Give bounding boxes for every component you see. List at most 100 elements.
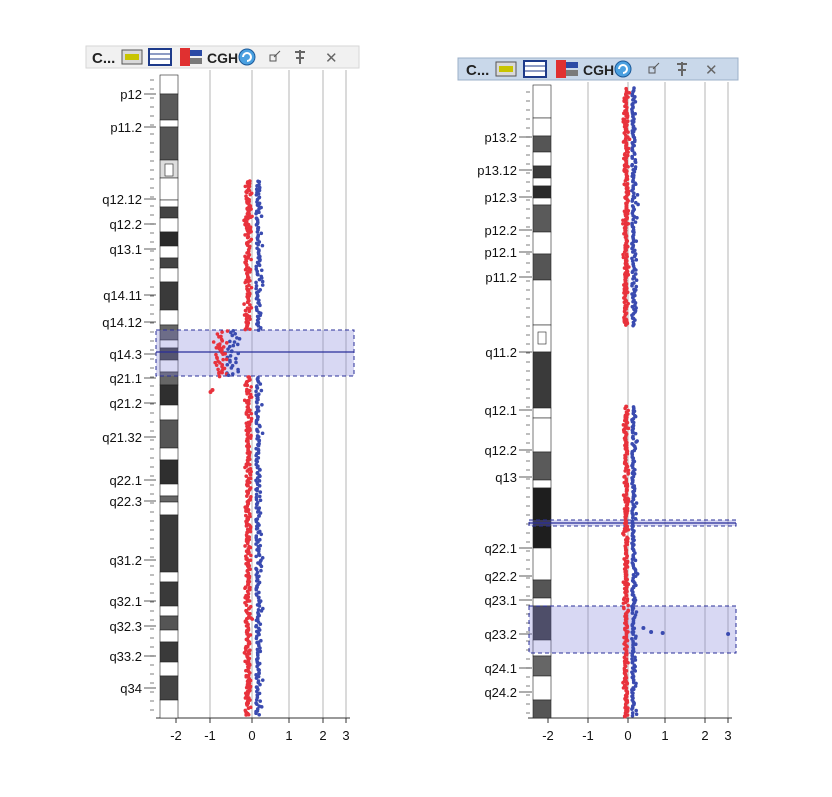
left-toolbar-title: C...: [92, 50, 115, 67]
data-point-blue: [259, 564, 264, 569]
expand-icon[interactable]: [269, 50, 281, 62]
data-point-red: [250, 617, 255, 621]
data-point-red: [217, 343, 222, 348]
data-point-blue: [236, 369, 241, 374]
data-point-blue: [256, 608, 261, 612]
data-point-red: [243, 327, 248, 332]
data-point-blue: [254, 389, 258, 394]
data-point-blue: [254, 587, 259, 592]
data-point-red: [246, 607, 251, 611]
data-point-blue: [256, 242, 260, 247]
data-point-blue: [254, 567, 259, 572]
data-point-blue: [259, 609, 264, 613]
band-label: q21.2: [109, 396, 142, 411]
band-label: q13.1: [109, 242, 142, 257]
data-point-red: [220, 339, 225, 343]
close-icon[interactable]: ✕: [325, 50, 338, 67]
data-point-blue: [236, 351, 241, 356]
chromosome-band-block: [159, 459, 179, 485]
table-view-icon[interactable]: [148, 48, 172, 66]
data-point-red: [249, 553, 253, 558]
data-point-blue: [254, 711, 258, 716]
data-point-blue: [255, 664, 259, 669]
chromosome-view-icon[interactable]: [180, 48, 202, 66]
data-point-blue: [255, 702, 259, 706]
data-point-blue: [256, 272, 260, 277]
data-point-blue: [255, 503, 259, 507]
data-point-blue: [254, 624, 258, 629]
data-point-blue: [258, 699, 263, 703]
data-point-blue: [255, 400, 259, 405]
data-point-red: [224, 341, 229, 345]
data-point-red: [247, 188, 252, 193]
band-label: q31.2: [109, 553, 142, 568]
data-point-blue: [256, 328, 261, 332]
data-point-blue: [260, 283, 265, 287]
data-point-blue: [255, 308, 259, 313]
data-point-red: [248, 395, 252, 400]
data-point-blue: [258, 682, 262, 687]
cgh-icon[interactable]: CGH: [207, 50, 238, 66]
data-point-blue: [257, 671, 261, 676]
data-point-red: [214, 363, 219, 367]
data-point-blue: [256, 324, 261, 328]
data-point-blue: [258, 498, 263, 503]
data-point-red: [245, 383, 250, 388]
data-point-red: [246, 217, 250, 221]
data-point-blue: [254, 211, 258, 216]
refresh-icon[interactable]: [238, 48, 256, 66]
chromosome-band-block: [159, 245, 179, 259]
band-label: p11.2: [110, 120, 142, 135]
data-point-blue: [257, 277, 262, 282]
data-point-red: [247, 309, 252, 314]
data-point-blue: [257, 439, 261, 443]
data-point-blue: [257, 484, 262, 488]
chromosome-band-block: [159, 74, 179, 95]
chromosome-band-block: [159, 217, 179, 233]
data-point-blue: [235, 342, 240, 347]
pin-icon[interactable]: [295, 50, 305, 64]
data-point-blue: [234, 356, 238, 361]
data-point-red: [225, 329, 230, 333]
data-point-red: [244, 608, 248, 613]
data-point-red: [243, 308, 248, 313]
data-point-blue: [254, 421, 259, 426]
data-point-blue: [257, 188, 262, 193]
data-point-red: [245, 391, 249, 396]
chromosome-band-block: [159, 309, 179, 326]
data-point-blue: [258, 326, 263, 330]
data-point-blue: [256, 530, 261, 535]
data-point-blue: [257, 553, 262, 558]
chromosome-band-block: [159, 514, 179, 573]
data-point-blue: [257, 628, 262, 632]
chromosome-band-block: [159, 206, 179, 219]
data-point-blue: [259, 231, 264, 236]
chromosome-band-block: [159, 571, 179, 583]
data-point-blue: [257, 210, 261, 215]
data-point-blue: [259, 214, 264, 219]
data-point-red: [245, 541, 250, 546]
data-point-blue: [257, 494, 262, 499]
data-point-blue: [255, 647, 260, 652]
data-point-blue: [257, 263, 262, 268]
data-point-blue: [254, 697, 259, 702]
data-point-blue: [254, 505, 259, 510]
aberration-region[interactable]: [155, 329, 355, 377]
data-point-blue: [254, 542, 258, 546]
data-point-blue: [254, 527, 259, 531]
chromosome-band-block: [159, 581, 179, 607]
data-point-blue: [254, 280, 258, 285]
data-point-red: [243, 280, 248, 285]
band-label: q34: [120, 681, 142, 696]
chromosome-band-block: [159, 267, 179, 283]
data-point-red: [244, 648, 248, 652]
x-tick-label: 2: [319, 728, 326, 743]
data-point-blue: [228, 344, 232, 349]
data-point-red: [246, 415, 251, 419]
data-point-red: [245, 235, 250, 240]
data-point-red: [247, 462, 252, 467]
karyotype-view-icon[interactable]: [121, 49, 143, 65]
chromosome-band-block: [159, 177, 179, 201]
data-point-red: [249, 257, 253, 262]
